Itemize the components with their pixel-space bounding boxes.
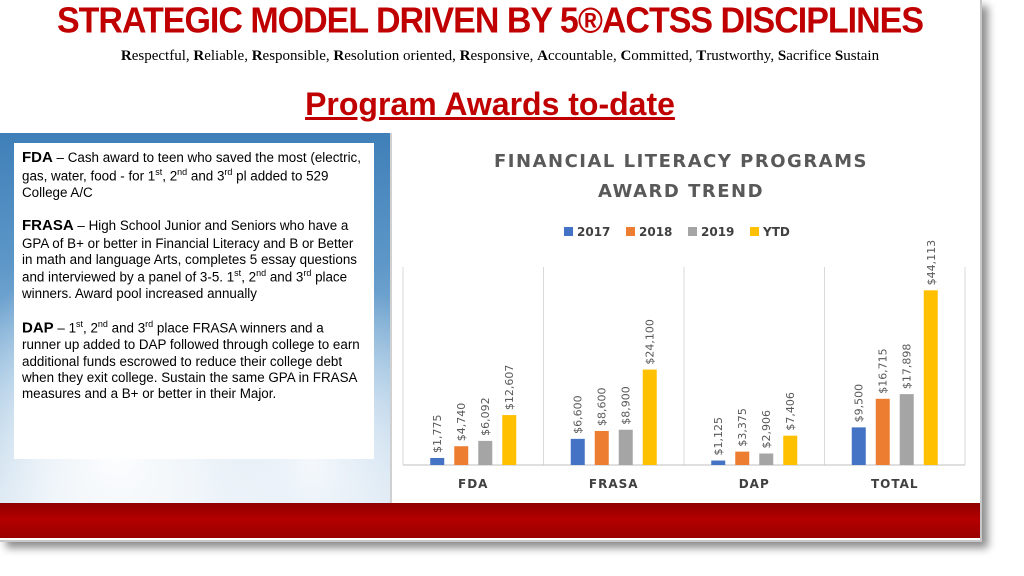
program-dap: DAP – 1st, 2nd and 3rd place FRASA winne… [22,318,360,402]
discipline-word: Responsible [252,48,326,64]
legend-swatch-2019 [688,227,697,236]
legend-label-2018: 2018 [639,225,672,239]
slide-title: STRATEGIC MODEL DRIVEN BY 5®ACTSS DISCIP… [56,1,924,41]
discipline-word: Responsive [460,48,530,64]
bar-total-2018 [875,398,890,465]
data-label: $7,406 [784,392,797,431]
discipline-word: Committed [620,48,688,64]
footer-band [0,503,980,538]
discipline-initial: R [251,48,263,64]
discipline-initial: S [834,48,844,64]
data-label: $17,898 [901,344,914,390]
discipline-rest: espectful [131,48,186,64]
bar-fda-2017 [430,457,445,465]
bar-dap-2018 [735,451,750,465]
program-name: FDA [22,149,53,166]
discipline-rest: ustain [843,48,880,64]
bar-total-2019 [899,394,914,465]
discipline-word: Reliable [193,48,244,64]
bar-dap-ytd [783,435,798,465]
discipline-initial: R [333,48,345,64]
bar-dap-2019 [759,453,774,465]
chart-title: AWARD TREND [598,181,764,202]
bar-frasa-2017 [570,438,585,465]
data-label: $1,125 [712,417,725,456]
discipline-word: Accountable [537,48,613,64]
discipline-initial: S [777,48,787,64]
program-descriptions: FDA – Cash award to teen who saved the m… [14,143,374,459]
data-label: $4,740 [455,403,468,442]
discipline-rest: eliable [204,48,245,64]
program-frasa: FRASA – High School Junior and Seniors w… [22,217,357,302]
bar-fda-ytd [502,415,517,465]
data-label: $6,600 [572,395,585,434]
disciplines-line: Respectful, Reliable, Responsible, Resol… [120,48,880,64]
bar-fda-2018 [454,446,469,465]
discipline-initial: C [620,48,632,64]
data-label: $2,906 [760,410,773,449]
bar-frasa-2019 [618,429,633,465]
data-label: $1,775 [431,414,444,453]
data-label: $16,715 [877,348,890,394]
discipline-initial: T [696,48,707,64]
legend-label-YTD: YTD [762,225,790,239]
discipline-rest: esponsible [262,48,326,64]
discipline-rest: esolution oriented [344,48,453,64]
bar-total-2017 [851,427,866,465]
award-trend-chart: FINANCIAL LITERACY PROGRAMS AWARD TREND 20… [402,151,966,491]
section-title: Program Awards to-date [305,86,675,122]
discipline-word: Sustain [835,48,879,64]
data-label: $12,607 [503,365,516,411]
data-label: $8,600 [596,387,609,426]
data-label: $9,500 [853,384,866,423]
chart-title: FINANCIAL LITERACY PROGRAMS [494,151,868,172]
data-label: $24,100 [644,319,657,365]
discipline-rest: ccountable [547,48,613,64]
legend-swatch-2017 [564,227,573,236]
data-label: $8,900 [620,386,633,425]
discipline-rest: acrifice [786,48,832,64]
discipline-word: Resolution oriented [333,48,452,64]
discipline-initial: A [537,48,548,64]
data-label: $3,375 [736,408,749,447]
data-label: $44,113 [925,240,938,285]
discipline-rest: ommitted [631,48,689,64]
discipline-word: Trustworthy [696,48,770,64]
bar-dap-2017 [711,460,726,465]
discipline-initial: R [459,48,471,64]
program-name: FRASA [22,217,74,235]
bar-total-ytd [923,290,938,465]
legend-label-2019: 2019 [701,225,734,239]
discipline-word: Respectful [121,48,186,64]
category-label-frasa: FRASA [589,477,639,491]
bar-fda-2019 [478,440,493,465]
discipline-initial: R [120,48,132,64]
category-label-dap: DAP [739,477,770,491]
bar-frasa-ytd [642,369,657,465]
discipline-initial: R [193,48,205,64]
legend-label-2017: 2017 [577,225,610,239]
category-label-total: TOTAL [871,477,919,491]
discipline-word: Sacrifice [778,48,831,64]
program-fda: FDA – Cash award to teen who saved the m… [22,149,361,201]
legend-swatch-2018 [626,227,635,236]
discipline-rest: rustworthy [706,48,771,64]
bar-frasa-2018 [594,430,609,465]
data-label: $6,092 [479,397,492,436]
program-name: DAP [22,319,54,337]
category-label-fda: FDA [458,477,488,491]
chart-panel: FINANCIAL LITERACY PROGRAMS AWARD TREND 20… [390,133,970,503]
legend-swatch-YTD [750,227,759,236]
discipline-rest: esponsive [470,48,530,64]
